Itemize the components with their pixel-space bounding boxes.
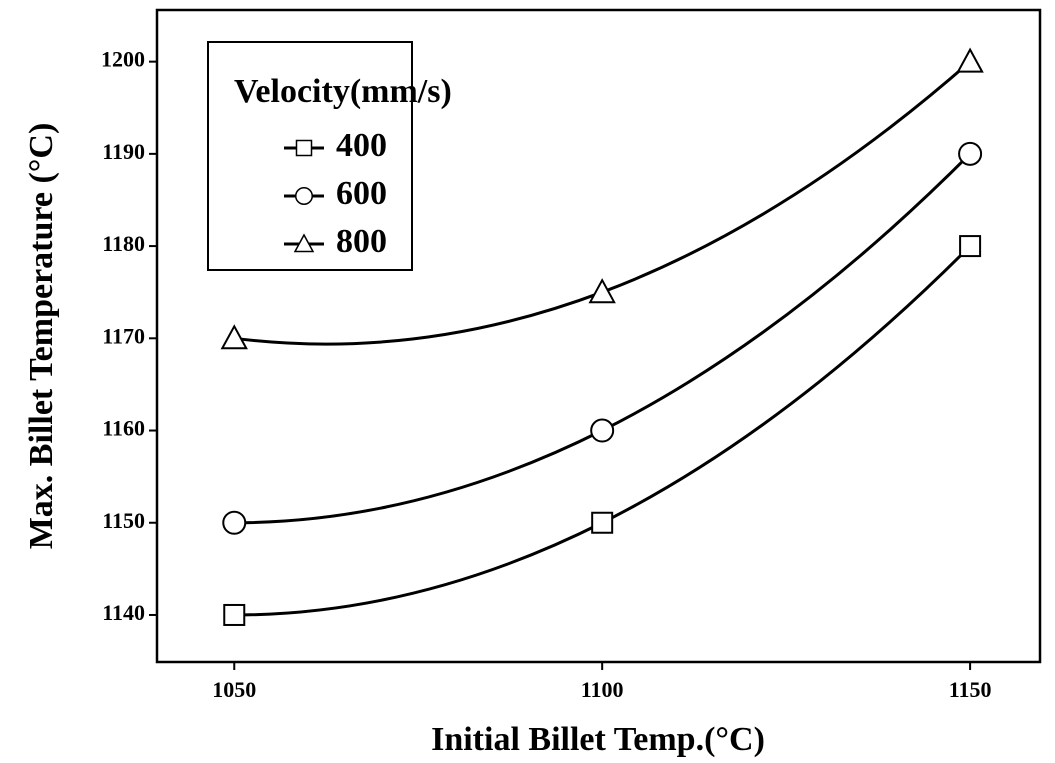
x-tick-label: 1100 [581,677,624,702]
x-tick-label: 1150 [949,677,992,702]
x-tick-label: 1050 [212,677,256,702]
data-point [590,418,615,443]
y-tick-label: 1200 [101,47,145,72]
data-point [959,235,982,258]
legend-label: 800 [336,223,387,260]
y-tick-label: 1150 [102,508,145,533]
y-tick-label: 1160 [102,416,145,441]
data-point [222,510,247,535]
y-tick-label: 1170 [102,323,145,348]
data-point [220,324,248,350]
legend-box [207,41,413,271]
y-tick-label: 1140 [102,600,145,625]
data-point [588,278,616,304]
legend-title: Velocity(mm/s) [234,73,452,110]
legend-marker [295,187,313,205]
data-point [956,47,984,73]
legend-marker [293,233,315,253]
y-tick-label: 1190 [102,139,145,164]
legend-label: 400 [336,127,387,164]
plot-frame [155,8,1042,664]
x-axis-title: Initial Billet Temp.(°C) [431,721,765,758]
data-point [591,511,614,534]
legend-marker [295,139,313,157]
data-point [958,141,983,166]
legend-label: 600 [336,175,387,212]
data-point [223,603,246,626]
y-tick-label: 1180 [102,231,145,256]
y-axis-title: Max. Billet Temperature (°C) [23,123,60,550]
